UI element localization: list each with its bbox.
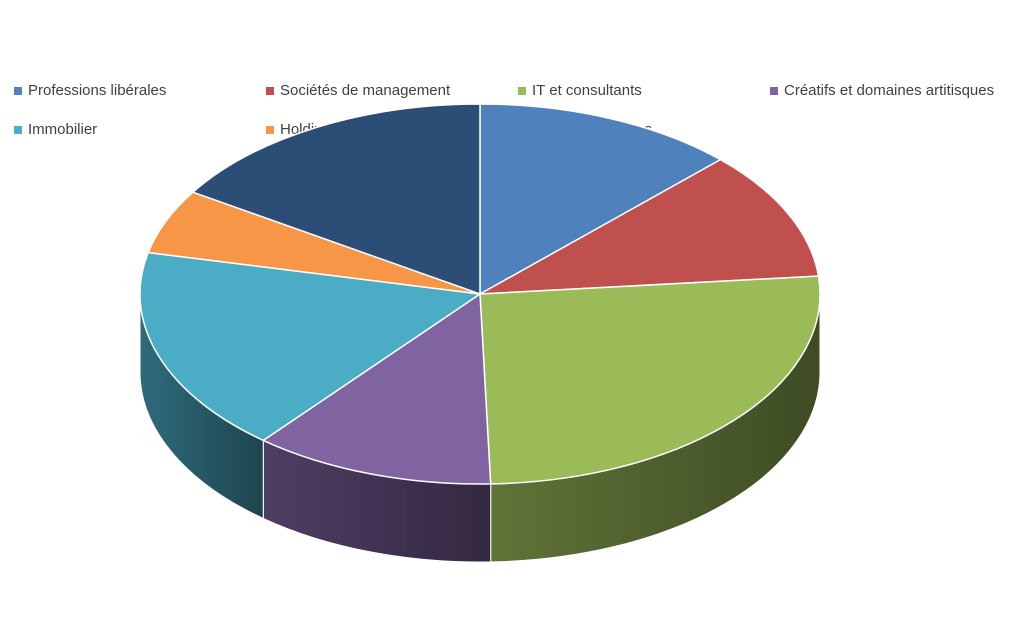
pie-slice	[139, 251, 481, 442]
pie-top	[139, 103, 821, 485]
pie-slice	[479, 275, 821, 485]
pie-slice	[192, 103, 481, 295]
legend-swatch	[14, 126, 22, 134]
legend-swatch	[266, 87, 274, 95]
legend-swatch	[770, 87, 778, 95]
legend-item: Créatifs et domaines artitisques	[770, 81, 994, 101]
legend-swatch	[266, 126, 274, 134]
legend-item: Sociétés de management	[266, 81, 450, 101]
pie-slice	[479, 158, 820, 295]
legend-label: Sociétés de management	[280, 82, 451, 99]
pie-slice	[262, 293, 492, 485]
legend-label: Créatifs et domaines artitisques	[784, 82, 995, 99]
legend-swatch	[14, 87, 22, 95]
legend-label: IT et consultants	[532, 82, 642, 99]
legend-item: Immobilier	[14, 120, 97, 140]
legend-item: IT et consultants	[518, 81, 642, 101]
pie-slice	[479, 103, 722, 295]
legend-item: Professions libérales	[14, 81, 166, 101]
legend-swatch	[518, 87, 526, 95]
pie-sides	[139, 293, 821, 563]
legend-label: Professions libérales	[28, 82, 167, 99]
legend-label: Immobilier	[28, 121, 98, 138]
